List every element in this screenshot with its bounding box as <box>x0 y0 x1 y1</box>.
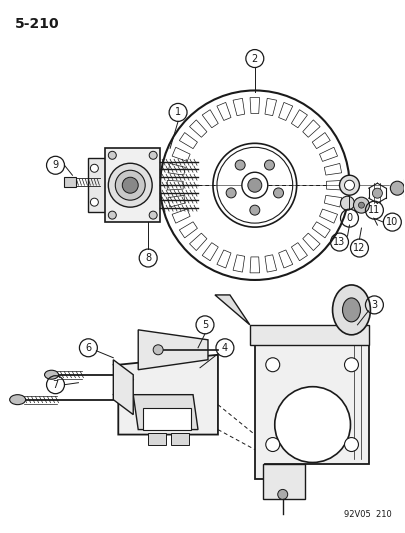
Polygon shape <box>217 102 231 120</box>
Circle shape <box>354 197 369 213</box>
Text: 12: 12 <box>353 243 366 253</box>
Polygon shape <box>312 133 330 149</box>
Circle shape <box>90 164 98 172</box>
Circle shape <box>153 345 163 355</box>
Polygon shape <box>172 209 190 223</box>
Bar <box>171 433 189 445</box>
Circle shape <box>149 151 157 159</box>
Text: 4: 4 <box>222 343 228 353</box>
Polygon shape <box>320 147 337 161</box>
Polygon shape <box>190 233 207 251</box>
Circle shape <box>108 163 152 207</box>
Circle shape <box>226 188 236 198</box>
Polygon shape <box>250 98 260 114</box>
Ellipse shape <box>333 285 371 335</box>
Circle shape <box>108 151 116 159</box>
Polygon shape <box>168 164 185 175</box>
Circle shape <box>341 196 354 210</box>
Circle shape <box>275 386 350 463</box>
Polygon shape <box>250 257 260 273</box>
Circle shape <box>390 181 404 195</box>
Polygon shape <box>167 181 183 190</box>
Circle shape <box>264 160 275 170</box>
Circle shape <box>339 175 360 195</box>
Ellipse shape <box>343 298 360 322</box>
Circle shape <box>345 358 358 372</box>
Text: 10: 10 <box>386 217 399 227</box>
Polygon shape <box>105 148 160 222</box>
Polygon shape <box>168 196 185 207</box>
Text: 0: 0 <box>346 213 353 223</box>
Polygon shape <box>320 209 337 223</box>
Polygon shape <box>202 110 218 128</box>
Text: 5-210: 5-210 <box>15 17 59 31</box>
Polygon shape <box>215 295 250 325</box>
Circle shape <box>358 202 364 208</box>
Polygon shape <box>133 394 198 430</box>
Polygon shape <box>279 102 293 120</box>
Text: 3: 3 <box>371 300 377 310</box>
Circle shape <box>108 211 116 219</box>
Polygon shape <box>279 250 293 268</box>
Circle shape <box>345 438 358 451</box>
Polygon shape <box>88 158 108 212</box>
Polygon shape <box>233 255 245 272</box>
Bar <box>64 177 77 187</box>
Circle shape <box>273 188 283 198</box>
Polygon shape <box>324 164 342 175</box>
Polygon shape <box>118 355 218 434</box>
Circle shape <box>266 438 280 451</box>
Polygon shape <box>190 120 207 138</box>
Polygon shape <box>324 196 342 207</box>
Polygon shape <box>265 255 277 272</box>
Circle shape <box>90 198 98 206</box>
Bar <box>143 408 191 430</box>
Circle shape <box>266 358 280 372</box>
Text: 6: 6 <box>85 343 92 353</box>
Circle shape <box>248 178 262 192</box>
Text: 92V05  210: 92V05 210 <box>343 510 391 519</box>
Circle shape <box>373 188 382 198</box>
Polygon shape <box>138 330 208 370</box>
Polygon shape <box>202 243 218 261</box>
Text: 11: 11 <box>368 205 381 215</box>
Polygon shape <box>265 98 277 116</box>
Polygon shape <box>217 250 231 268</box>
Polygon shape <box>303 233 320 251</box>
Text: 8: 8 <box>145 253 151 263</box>
Circle shape <box>250 205 260 215</box>
Text: 13: 13 <box>333 237 345 247</box>
Circle shape <box>122 177 138 193</box>
Polygon shape <box>291 243 307 261</box>
Text: 7: 7 <box>52 379 59 390</box>
Circle shape <box>242 172 268 198</box>
Text: 1: 1 <box>175 108 181 117</box>
Polygon shape <box>255 340 369 480</box>
Polygon shape <box>291 110 307 128</box>
Polygon shape <box>263 464 305 499</box>
Ellipse shape <box>10 394 26 405</box>
Polygon shape <box>179 133 197 149</box>
Polygon shape <box>312 222 330 238</box>
Polygon shape <box>179 222 197 238</box>
Circle shape <box>149 211 157 219</box>
Text: 5: 5 <box>202 320 208 330</box>
Polygon shape <box>233 98 245 116</box>
Bar <box>148 433 166 445</box>
Circle shape <box>345 180 354 190</box>
Polygon shape <box>250 325 369 345</box>
Circle shape <box>278 489 288 499</box>
Text: 9: 9 <box>52 160 59 170</box>
Circle shape <box>115 170 145 200</box>
Ellipse shape <box>45 370 58 379</box>
Circle shape <box>235 160 245 170</box>
Text: 2: 2 <box>252 53 258 63</box>
Polygon shape <box>113 360 133 415</box>
Polygon shape <box>172 147 190 161</box>
Polygon shape <box>303 120 320 138</box>
Polygon shape <box>326 181 342 190</box>
